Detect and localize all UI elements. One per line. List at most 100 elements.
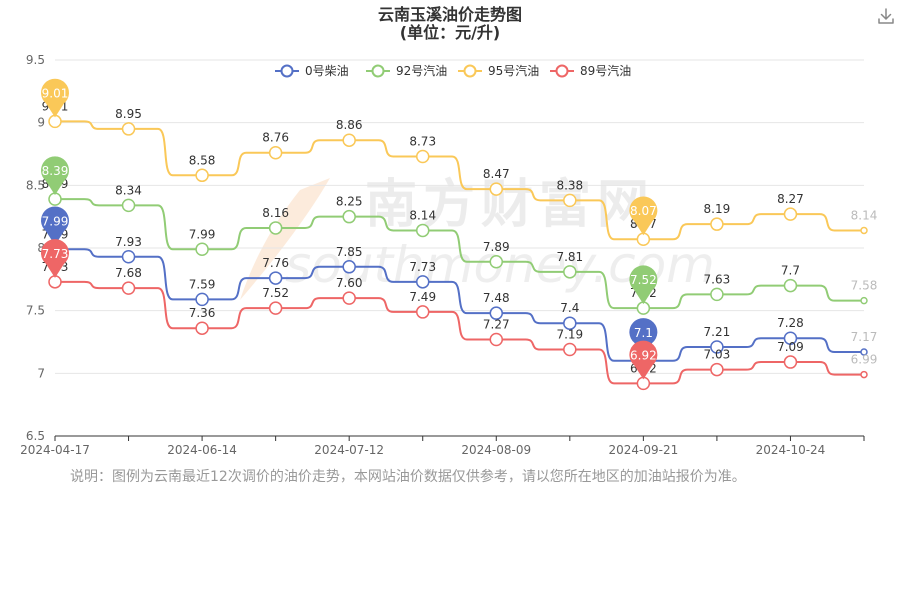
data-point	[489, 255, 504, 269]
legend-label: 92号汽油	[396, 63, 447, 78]
data-label: 7.03	[704, 348, 731, 362]
data-label: 7.89	[483, 240, 510, 254]
data-point	[710, 340, 724, 354]
legend-marker	[280, 64, 294, 78]
data-label: 7.7	[781, 264, 800, 278]
marker-pin	[629, 340, 658, 380]
data-point	[415, 275, 430, 289]
data-label: 8.14	[851, 208, 878, 222]
data-label: 7.68	[115, 266, 142, 280]
series-line	[55, 198, 864, 310]
data-label: 7.52	[262, 286, 289, 300]
data-label: 7.21	[704, 325, 731, 339]
pin-label: 6.92	[630, 348, 657, 362]
x-tick-label: 2024-04-17	[20, 443, 90, 457]
data-point	[268, 221, 283, 235]
data-point	[195, 292, 209, 307]
data-label: 8.47	[483, 167, 510, 181]
watermark-cn: 南方财富网	[365, 175, 655, 235]
data-point	[121, 198, 136, 213]
data-label: 8.58	[189, 153, 216, 167]
data-point	[489, 332, 504, 347]
marker-pin	[629, 265, 658, 305]
x-tick-label: 2024-07-12	[314, 443, 384, 457]
download-icon[interactable]	[876, 6, 896, 26]
pin-label: 7.99	[42, 214, 69, 228]
data-point	[268, 271, 283, 285]
data-label: 6.99	[851, 353, 878, 367]
legend[interactable]: 0号柴油 92号汽油 95号汽油 89号汽油	[275, 63, 631, 78]
data-point	[342, 291, 356, 305]
data-label: 7.63	[704, 272, 731, 286]
data-label: 7.93	[115, 235, 142, 249]
data-point	[710, 217, 724, 231]
data-label: 8.19	[704, 202, 731, 216]
series-line	[55, 280, 864, 385]
data-point	[783, 278, 798, 293]
x-tick-label: 2024-10-24	[756, 443, 826, 457]
data-point	[783, 331, 798, 345]
marker-pin	[41, 206, 69, 246]
data-label: 8.27	[777, 192, 804, 206]
x-tick-label: 2024-08-09	[461, 443, 531, 457]
data-label: 8.86	[336, 118, 363, 132]
legend-marker	[463, 64, 477, 78]
y-tick-label: 7.5	[26, 304, 45, 318]
data-label: 7.28	[777, 316, 804, 330]
data-label: 7.81	[556, 250, 583, 264]
marker-pin	[41, 239, 69, 278]
pin-label: 7.73	[42, 247, 69, 261]
data-label: 7.76	[262, 256, 289, 270]
data-label: 7.73	[409, 260, 436, 274]
data-point	[860, 296, 868, 305]
legend-marker	[371, 64, 385, 78]
series-lines	[48, 114, 868, 391]
data-point	[342, 260, 356, 274]
data-label: 7.36	[189, 306, 216, 320]
data-label: 8.95	[115, 107, 142, 121]
y-tick-label: 9.5	[26, 53, 45, 67]
pin-label: 8.39	[42, 164, 69, 178]
data-label: 7.99	[189, 227, 216, 241]
data-point	[710, 362, 724, 377]
data-point	[268, 145, 283, 160]
data-label: 7.60	[336, 276, 363, 290]
data-point	[195, 168, 209, 183]
marker-pin	[629, 318, 658, 357]
data-point	[860, 226, 868, 235]
y-tick-label: 7	[37, 366, 45, 380]
series-line	[55, 248, 864, 362]
data-label: 7.17	[851, 330, 878, 344]
y-tick-label: 8.5	[26, 178, 45, 192]
pin-label: 8.07	[630, 204, 657, 218]
data-label: 7.4	[560, 301, 579, 315]
data-point	[489, 182, 504, 196]
data-point	[415, 149, 430, 164]
data-point	[563, 342, 577, 357]
data-point	[563, 316, 577, 330]
data-point	[563, 265, 577, 279]
data-point	[342, 209, 356, 224]
data-point	[195, 242, 209, 257]
data-point	[342, 133, 356, 147]
chart-subtitle: (单位：元/升)	[400, 23, 500, 42]
data-label: 7.49	[409, 290, 436, 304]
chart-note: 说明：图例为云南最近12次调价的油价走势，本网站油价数据仅供参考，请以您所在地区…	[70, 469, 746, 485]
data-point	[121, 281, 136, 295]
data-point	[489, 306, 504, 320]
series-line	[55, 120, 864, 241]
data-point	[415, 223, 430, 238]
data-label: 7.19	[556, 328, 583, 342]
watermark-swoosh	[240, 178, 330, 300]
legend-marker	[555, 64, 569, 78]
marker-pin	[41, 156, 69, 196]
data-label: 8.73	[409, 135, 436, 149]
chart-title: 云南玉溪油价走势图	[378, 5, 522, 24]
data-point	[268, 301, 283, 315]
pin-label: 7.52	[630, 273, 657, 287]
y-tick-label: 6.5	[26, 429, 45, 443]
data-point	[563, 193, 577, 208]
data-point	[121, 122, 136, 136]
